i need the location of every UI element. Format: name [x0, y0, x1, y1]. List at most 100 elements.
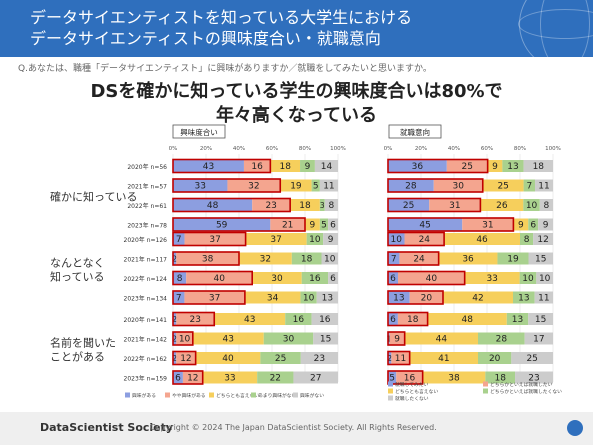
data-label-0-10-4: 23 [314, 354, 325, 364]
legend-swatch-1-2 [388, 388, 393, 394]
bar-1-5-4 [528, 252, 553, 265]
data-label-0-6-1: 40 [213, 274, 225, 284]
data-label-1-8-0: 6 [390, 315, 396, 325]
data-label-0-1-2: 19 [290, 182, 302, 192]
bar-1-7-0 [388, 291, 410, 304]
bar-1-3-2 [513, 218, 529, 231]
bar-1-5-3 [497, 252, 529, 265]
bar-0-9-2 [192, 332, 264, 345]
highlight-box-1-4 [387, 231, 445, 247]
bar-0-6-3 [301, 272, 329, 284]
highlight-box-1-3 [387, 217, 515, 232]
bar-1-8-1 [397, 313, 428, 325]
bar-0-5-1 [176, 252, 239, 265]
legend-swatch-1-4 [388, 395, 393, 401]
data-label-0-3-3: 5 [321, 221, 327, 231]
bar-0-8-3 [285, 313, 312, 325]
data-label-1-8-1: 18 [407, 315, 419, 325]
data-label-1-2-0: 25 [403, 201, 414, 211]
bar-1-5-1 [399, 252, 439, 265]
panel-title-1: 就職意向 [400, 127, 430, 137]
bar-1-10-3 [478, 352, 512, 364]
data-label-0-0-0: 43 [203, 162, 214, 172]
data-label-0-4-3: 10 [309, 235, 321, 245]
row-label-5: 2021年 n=117 [124, 256, 168, 264]
legend-label-1-1: どちらかといえば就職したい [490, 381, 553, 388]
data-label-0-7-1: 37 [209, 294, 220, 304]
data-label-1-6-3: 10 [522, 274, 534, 284]
bar-0-6-4 [328, 272, 338, 284]
data-label-1-9-0: 1 [386, 335, 391, 344]
data-label-1-3-3: 6 [530, 221, 536, 231]
bar-0-1-0 [173, 179, 228, 192]
data-label-0-2-0: 48 [207, 201, 219, 211]
bar-1-11-0 [388, 371, 397, 384]
bar-1-9-4 [524, 332, 553, 345]
panel-title-box-0 [172, 124, 226, 139]
survey-question: Q.あなたは、職種「データサイエンティスト」に興味がありますか／就職をしてみたい… [18, 64, 432, 74]
legend-swatch-0-4 [293, 392, 298, 398]
bar-1-0-4 [523, 160, 553, 172]
data-label-0-1-4: 11 [323, 182, 334, 192]
panel-title-0: 興味度合い [180, 127, 218, 137]
axis-tick-1-2: 40% [448, 146, 460, 152]
bar-1-9-3 [478, 332, 525, 345]
data-label-0-2-1: 23 [265, 201, 276, 211]
data-label-1-7-4: 11 [538, 294, 549, 304]
highlight-box-1-8 [387, 311, 429, 327]
data-label-1-6-4: 10 [539, 274, 551, 284]
data-label-1-3-2: 9 [518, 221, 524, 231]
data-label-1-8-4: 15 [535, 315, 546, 325]
bar-0-2-3 [319, 199, 325, 211]
bar-0-1-3 [311, 179, 320, 192]
legend-swatch-1-1 [483, 381, 488, 387]
axis-tick-0-1: 20% [200, 146, 212, 152]
axis-tick-1-1: 20% [415, 146, 427, 152]
headline-line1: DSを確かに知っている学生の興味度合いは80%で [90, 81, 503, 102]
bar-0-3-0 [173, 218, 271, 231]
bar-1-1-4 [535, 179, 553, 192]
data-label-1-10-3: 20 [489, 354, 501, 364]
data-label-0-8-3: 16 [293, 315, 305, 325]
data-label-0-6-2: 30 [271, 274, 283, 284]
bar-0-11-4 [293, 371, 338, 384]
data-label-0-9-0: 2 [172, 335, 177, 344]
bar-1-0-2 [487, 160, 503, 172]
data-label-0-1-3: 5 [313, 182, 319, 192]
data-label-1-8-3: 13 [512, 315, 523, 325]
highlight-box-1-5 [387, 251, 440, 266]
data-label-0-5-3: 18 [301, 255, 313, 265]
data-label-0-4-1: 37 [209, 235, 220, 245]
bar-1-6-2 [464, 272, 520, 284]
bar-0-2-4 [324, 199, 338, 211]
highlight-box-0-4 [172, 231, 247, 247]
highlight-box-0-8 [172, 311, 216, 327]
data-label-1-1-1: 30 [453, 182, 465, 192]
data-label-1-11-2: 38 [448, 374, 460, 384]
bar-1-9-2 [404, 332, 478, 345]
bar-0-11-2 [202, 371, 258, 384]
bar-0-0-4 [314, 160, 338, 172]
data-label-1-3-0: 45 [419, 221, 430, 231]
data-label-1-1-4: 11 [538, 182, 549, 192]
bar-0-11-1 [182, 371, 203, 384]
bar-1-3-1 [462, 218, 514, 231]
data-label-1-2-4: 8 [544, 201, 550, 211]
bar-0-10-3 [260, 352, 301, 364]
bar-0-0-1 [243, 160, 271, 172]
data-label-1-11-4: 23 [528, 374, 539, 384]
data-label-0-5-4: 10 [324, 255, 336, 265]
data-label-1-7-3: 13 [518, 294, 529, 304]
headline-line2: 年々高くなっている [215, 105, 378, 126]
bar-1-3-0 [388, 218, 463, 231]
highlight-box-1-9 [387, 331, 406, 346]
bar-1-2-1 [429, 199, 481, 211]
group-label-0: 確かに知っている [50, 189, 137, 203]
data-label-0-0-1: 16 [251, 162, 263, 172]
bar-0-7-0 [173, 291, 185, 304]
axis-tick-1-3: 60% [481, 146, 493, 152]
bar-0-2-2 [290, 199, 320, 211]
data-label-1-2-3: 10 [526, 201, 538, 211]
bar-1-7-2 [443, 291, 513, 304]
data-label-0-10-0: 2 [172, 354, 177, 363]
